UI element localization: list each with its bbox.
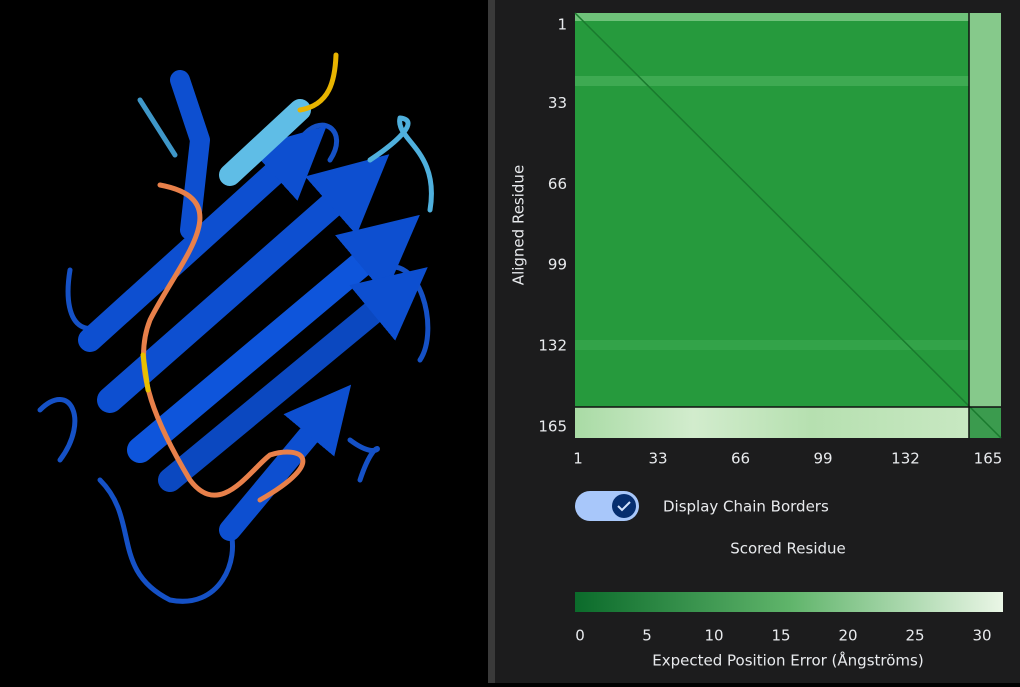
x-tick-label: 66 [731, 450, 750, 468]
y-tick-label: 1 [557, 16, 567, 34]
heatmap-cells [969, 13, 1001, 407]
y-tick-label: 99 [548, 256, 567, 274]
heatmap-cells [575, 13, 969, 21]
heatmap-cells [575, 76, 969, 86]
pae-heatmap[interactable] [574, 12, 1002, 439]
x-tick-label: 165 [974, 450, 1003, 468]
protein-structure [37, 52, 434, 604]
check-icon [617, 501, 631, 512]
y-tick-label: 132 [538, 336, 567, 354]
x-tick-label: 132 [891, 450, 920, 468]
colorbar-tick-label: 0 [575, 627, 585, 645]
colorbar-tick-label: 30 [972, 627, 991, 645]
colorbar-tick-label: 15 [771, 627, 790, 645]
x-tick-label: 99 [813, 450, 832, 468]
chain-borders [575, 13, 1001, 438]
colorbar [575, 592, 1003, 612]
y-tick-label: 165 [538, 417, 567, 435]
heatmap-cells [575, 340, 969, 350]
colorbar-tick-label: 20 [838, 627, 857, 645]
colorbar-tick-label: 10 [704, 627, 723, 645]
colorbar-label: Expected Position Error (Ångströms) [652, 651, 923, 670]
y-tick-label: 66 [548, 175, 567, 193]
x-axis-label: Scored Residue [730, 540, 846, 558]
toggle-label[interactable]: Display Chain Borders [663, 498, 829, 516]
divider[interactable] [488, 0, 495, 683]
toggle-knob[interactable] [612, 494, 636, 518]
y-axis-label: Aligned Residue [510, 165, 528, 285]
chain-border-toggle[interactable] [575, 491, 639, 521]
x-tick-label: 33 [648, 450, 667, 468]
x-tick-label: 1 [573, 450, 583, 468]
structure-panel[interactable] [0, 0, 488, 683]
colorbar-tick-label: 5 [642, 627, 652, 645]
heatmap-cells [575, 407, 969, 438]
y-tick-label: 33 [548, 94, 567, 112]
colorbar-tick-label: 25 [905, 627, 924, 645]
heatmap-diagonal [574, 12, 1002, 439]
